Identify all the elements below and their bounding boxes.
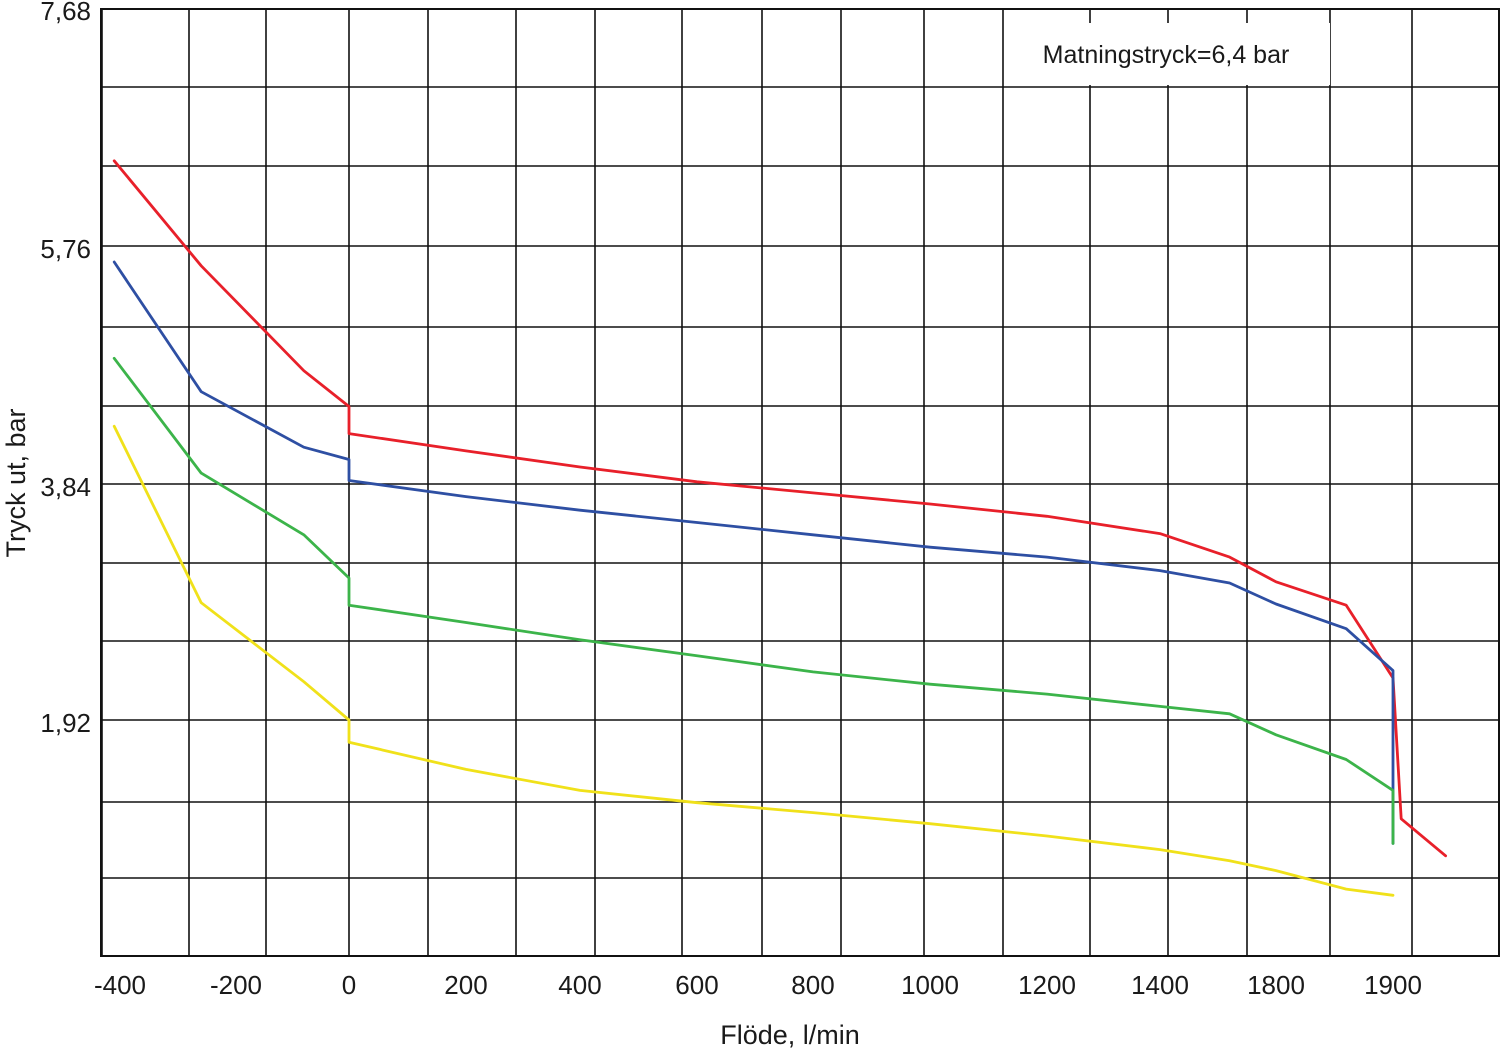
x-tick-label: 1200: [1018, 970, 1076, 1000]
plot-frame: [100, 8, 1500, 957]
x-tick-label: 1000: [901, 970, 959, 1000]
series-lines: [112, 159, 1447, 897]
x-tick-label: 0: [342, 970, 356, 1000]
annotation-box: Matningstryck=6,4 bar: [1005, 23, 1330, 85]
series-line-4: [112, 424, 1395, 897]
annotation-background: [1005, 23, 1330, 85]
grid: [101, 8, 1499, 957]
x-tick-label: -200: [210, 970, 262, 1000]
y-axis-title: Tryck ut, bar: [1, 408, 31, 557]
x-tick-label: 800: [791, 970, 834, 1000]
x-tick-label: 600: [675, 970, 718, 1000]
y-tick-label: 1,92: [40, 708, 91, 738]
y-axis-ticks: 7,68 5,76 3,84 1,92: [40, 0, 91, 738]
series-line-2: [112, 260, 1395, 845]
y-tick-label: 5,76: [40, 234, 91, 264]
x-axis-ticks: -400 -200 0 200 400 600 800 1000 1200 1400 1800 190…: [94, 970, 1422, 1000]
series-line-1: [112, 159, 1447, 858]
x-tick-label: 1800: [1247, 970, 1305, 1000]
x-tick-label: 1400: [1131, 970, 1189, 1000]
x-tick-label: 1900: [1364, 970, 1422, 1000]
x-tick-label: 200: [444, 970, 487, 1000]
x-tick-label: -400: [94, 970, 146, 1000]
y-tick-label: 3,84: [40, 472, 91, 502]
x-tick-label: 400: [558, 970, 601, 1000]
y-tick-label: 7,68: [40, 0, 91, 26]
series-line-3: [112, 356, 1395, 845]
annotation-text: Matningstryck=6,4 bar: [1043, 41, 1290, 69]
x-axis-title: Flöde, l/min: [720, 1020, 860, 1050]
